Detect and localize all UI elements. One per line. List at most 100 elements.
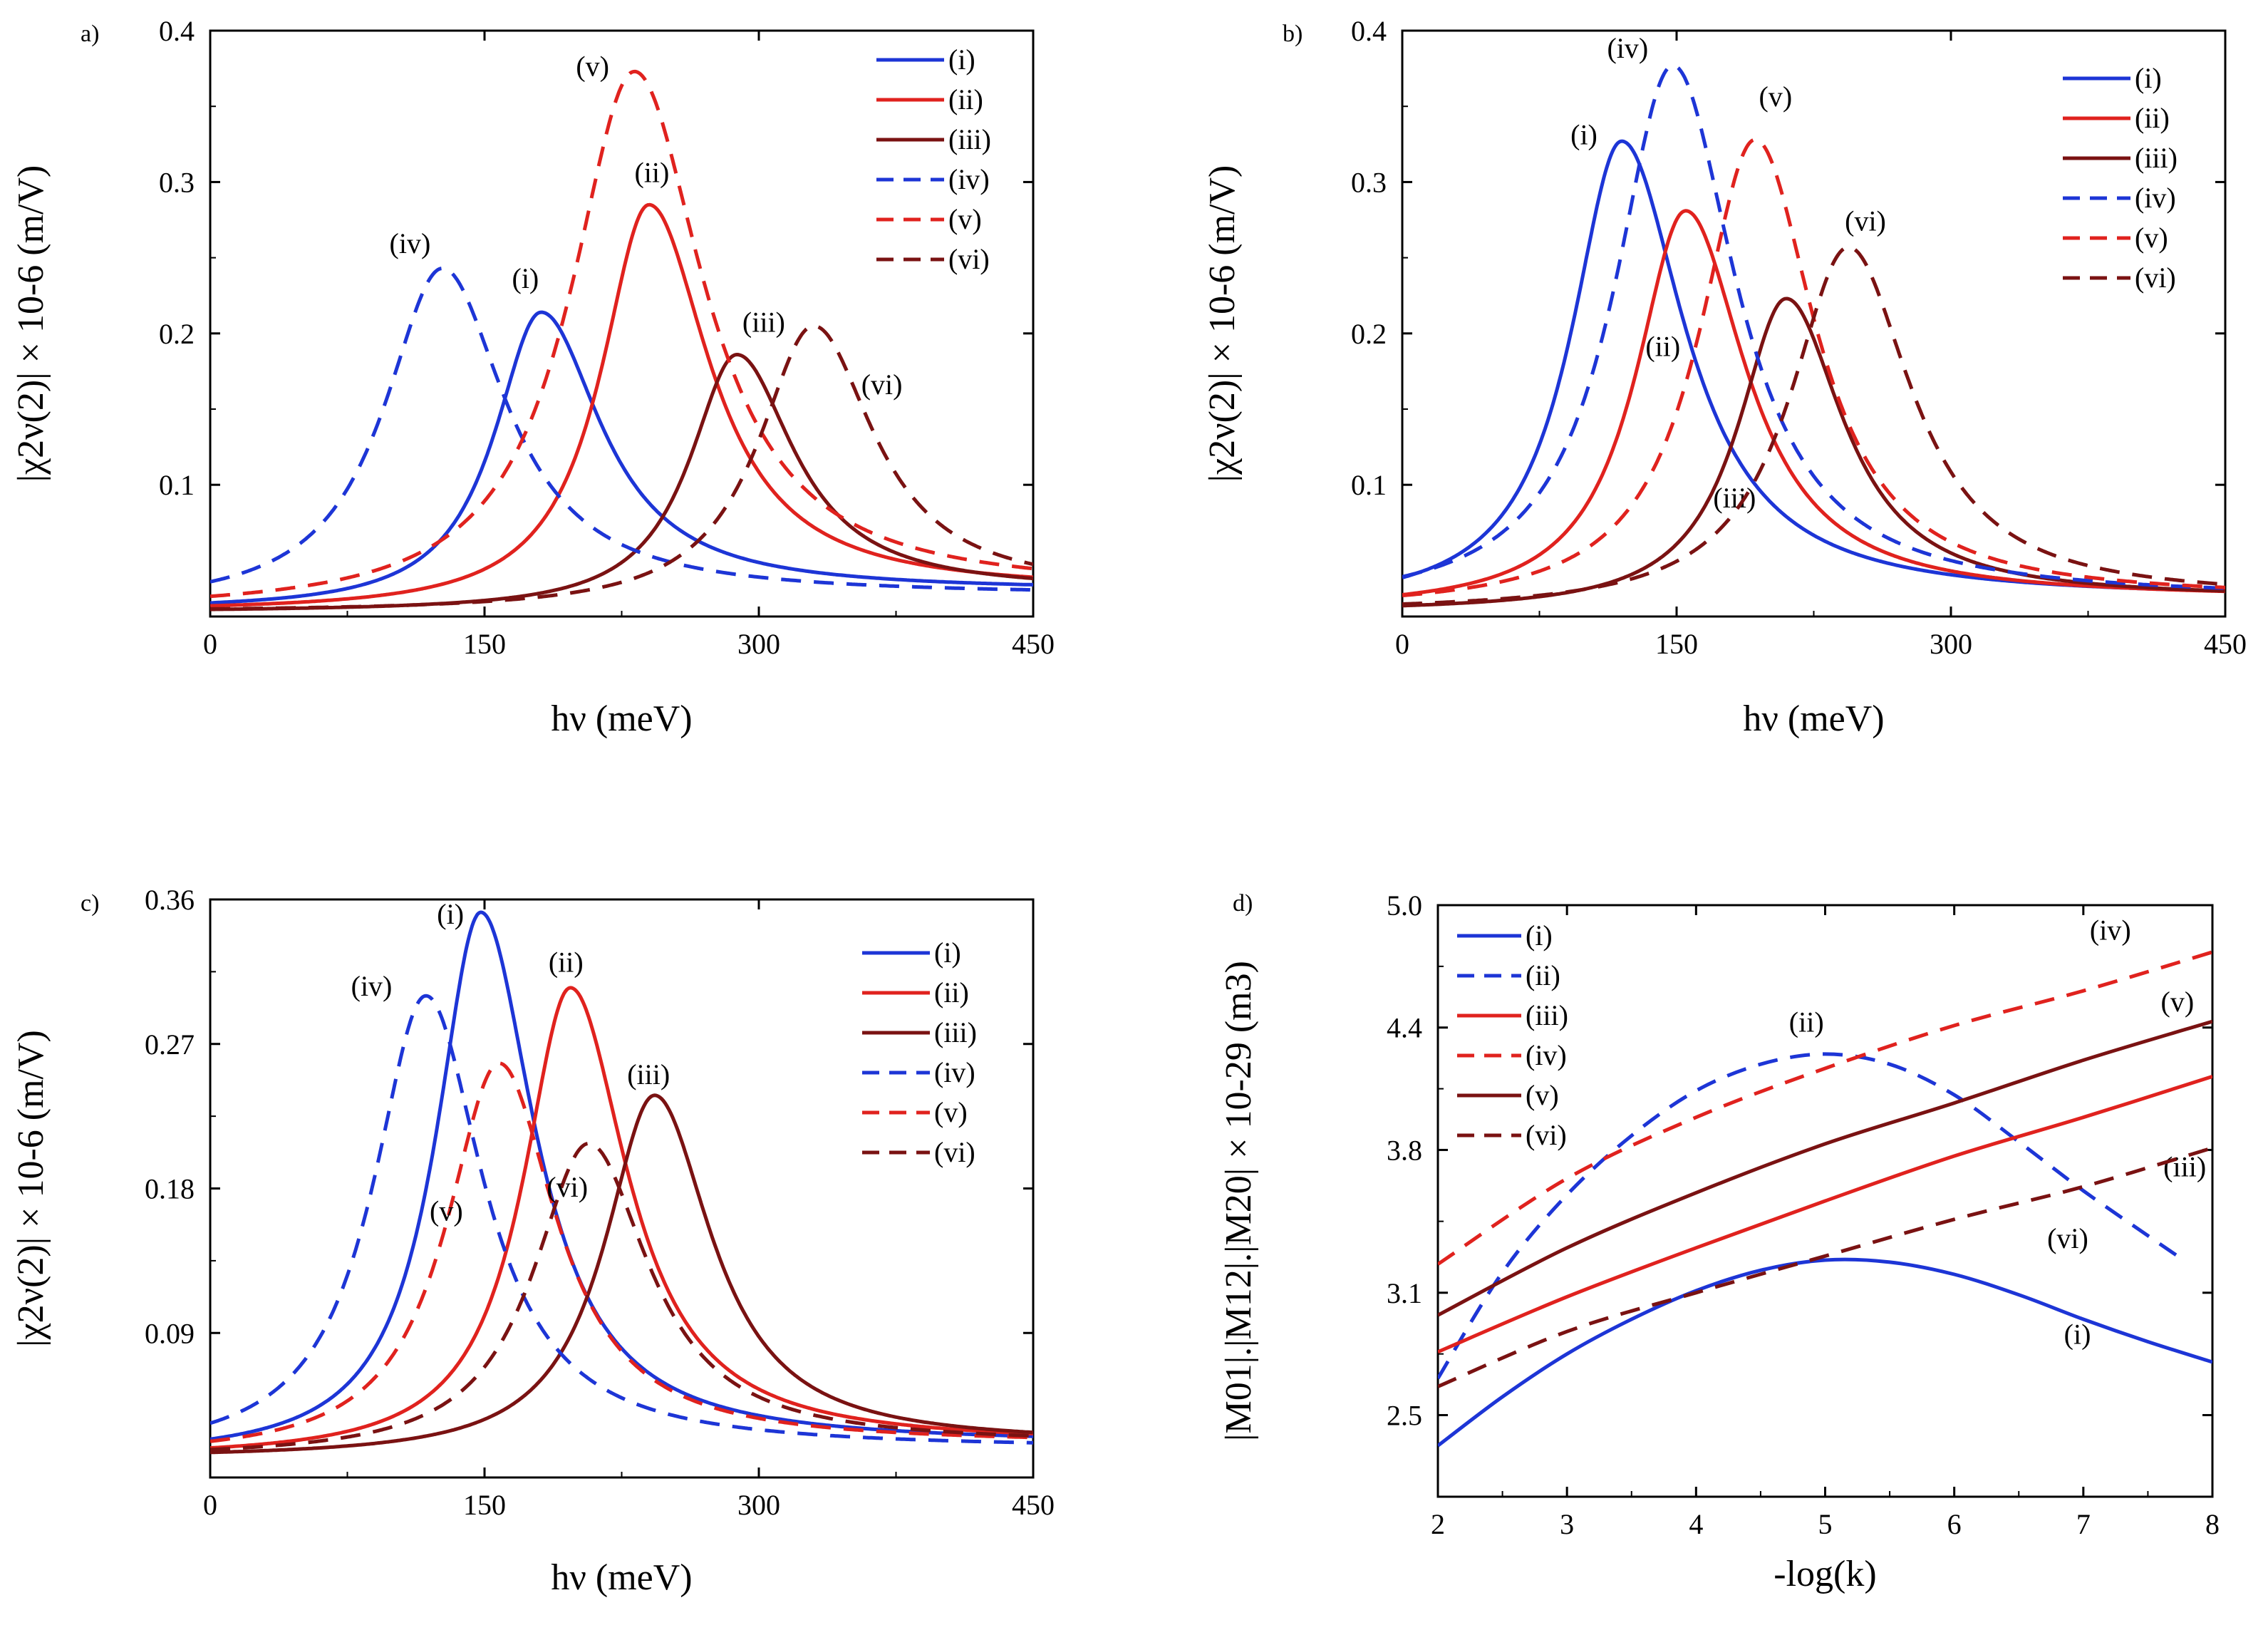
- legend-label: (iii): [2135, 142, 2178, 174]
- panel-label: b): [1283, 21, 1303, 47]
- y-tick-label: 5.0: [1387, 889, 1422, 922]
- series-line-vi: [210, 1141, 1033, 1452]
- legend-label: (ii): [2135, 102, 2170, 134]
- curve-label-vi: (vi): [861, 368, 903, 401]
- plot-frame: [209, 29, 1035, 618]
- legend-label: (vi): [1526, 1119, 1567, 1151]
- x-tick-label: 4: [1689, 1508, 1703, 1540]
- y-axis-label: |χ2ν(2)| × 10-6 (m/V): [11, 1030, 51, 1347]
- panel-label: c): [81, 890, 99, 917]
- series-line-iii: [1402, 296, 2225, 608]
- curve-label-iv: (iv): [351, 970, 393, 1002]
- series-line-iv: [210, 266, 1033, 592]
- curve-label-ii: (ii): [1789, 1006, 1824, 1038]
- curve-label-iii: (iii): [1713, 482, 1756, 514]
- series-line-v: [210, 69, 1033, 599]
- legend-label: (v): [1526, 1079, 1559, 1111]
- series-line-iii: [1438, 1075, 2212, 1354]
- legend-label: (iv): [948, 163, 990, 195]
- panel-a: a) 0 150 300 450 0.1 0.2 0.3 0.4 hν (meV) |χ2ν(2)|…: [11, 15, 1055, 739]
- y-tick-label: 0.3: [159, 166, 195, 198]
- legend-label: (ii): [1526, 959, 1560, 991]
- legend-label: (vi): [2135, 262, 2176, 294]
- legend-label: (i): [948, 43, 975, 76]
- x-axis-label: hν (meV): [551, 1557, 692, 1598]
- x-tick-label: 150: [463, 628, 506, 660]
- y-tick-label: 0.2: [159, 318, 195, 350]
- y-tick-label: 2.5: [1387, 1400, 1422, 1432]
- curve-label-v: (v): [430, 1195, 463, 1227]
- y-tick-label: 0.18: [145, 1173, 195, 1205]
- panel-c: c) 0 150 300 450 0.09 0.18 0.27 0.36 hν (meV) |χ2ν…: [11, 884, 1055, 1598]
- legend-label: (v): [2135, 222, 2168, 254]
- x-tick-label: 0: [203, 628, 217, 660]
- panel-label: d): [1233, 890, 1253, 917]
- series-line-iv: [1402, 63, 2225, 590]
- series-line-vi: [1402, 245, 2225, 606]
- x-axis-label: hν (meV): [551, 698, 692, 739]
- x-tick-label: 2: [1431, 1508, 1445, 1540]
- legend-label: (i): [934, 937, 961, 969]
- y-tick-label: 0.09: [145, 1317, 195, 1349]
- x-tick-label: 8: [2205, 1508, 2220, 1540]
- panel-label: a): [81, 21, 99, 47]
- y-tick-label: 0.4: [1351, 15, 1387, 47]
- series-line-iv: [1438, 950, 2212, 1266]
- legend-label: (iv): [2135, 182, 2176, 214]
- curve-label-v: (v): [576, 51, 609, 83]
- x-tick-label: 150: [1655, 628, 1698, 660]
- series-line-vi: [1438, 1146, 2212, 1388]
- x-axis-label: -log(k): [1774, 1554, 1876, 1594]
- legend-label: (iii): [1526, 999, 1568, 1031]
- x-tick-label: 0: [203, 1489, 217, 1521]
- legend-label: (v): [934, 1096, 968, 1128]
- legend-label: (v): [948, 203, 982, 235]
- y-tick-label: 3.1: [1387, 1277, 1422, 1309]
- x-axis-label: hν (meV): [1743, 698, 1884, 739]
- curve-label-iii: (iii): [2163, 1151, 2206, 1183]
- y-tick-label: 4.4: [1387, 1012, 1422, 1044]
- x-tick-label: 300: [737, 1489, 780, 1521]
- curve-label-vi: (vi): [547, 1171, 588, 1203]
- y-axis-label: |χ2ν(2)| × 10-6 (m/V): [11, 165, 51, 483]
- curve-label-i: (i): [2064, 1318, 2091, 1350]
- x-tick-label: 6: [1947, 1508, 1962, 1540]
- y-axis-label: |M01|.|M12|.|M20| × 10-29 (m3): [1218, 961, 1259, 1441]
- legend-label: (i): [2135, 62, 2162, 94]
- series-line-v: [210, 1061, 1033, 1443]
- y-tick-label: 3.8: [1387, 1134, 1422, 1166]
- legend-label: (iv): [1526, 1039, 1567, 1071]
- curve-label-iii: (iii): [742, 306, 785, 339]
- panel-d: d) 2 3 4 5 6 7 8 2.5 3.1 3.8 4.4 5.0 -log(k) |M01|.|M1…: [1218, 889, 2220, 1594]
- curve-label-vi: (vi): [1845, 205, 1886, 237]
- y-tick-label: 0.1: [1351, 469, 1387, 501]
- series-line-iii: [210, 1093, 1033, 1455]
- curve-label-i: (i): [1570, 118, 1598, 150]
- series-line-vi: [210, 324, 1033, 611]
- y-axis-label: |χ2ν(2)| × 10-6 (m/V): [1202, 165, 1243, 483]
- curve-label-iv: (iv): [2090, 914, 2131, 946]
- curve-label-v: (v): [2161, 986, 2195, 1018]
- x-tick-label: 0: [1395, 628, 1409, 660]
- curve-label-i: (i): [437, 898, 464, 930]
- y-tick-label: 0.1: [159, 469, 195, 501]
- legend-label: (i): [1526, 919, 1553, 951]
- y-tick-label: 0.2: [1351, 318, 1387, 350]
- x-tick-label: 300: [1930, 628, 1972, 660]
- series-line-ii: [1438, 1052, 2188, 1380]
- series-line-iii: [210, 352, 1033, 612]
- legend-label: (iii): [934, 1016, 977, 1048]
- curve-label-iv: (iv): [1607, 32, 1648, 64]
- x-tick-label: 3: [1560, 1508, 1574, 1540]
- series-line-i: [1438, 1257, 2212, 1448]
- x-tick-label: 5: [1818, 1508, 1833, 1540]
- y-tick-label: 0.27: [145, 1028, 195, 1061]
- legend-label: (ii): [948, 83, 983, 115]
- curve-label-v: (v): [1759, 81, 1793, 113]
- series-line-ii: [210, 986, 1033, 1450]
- series-line-ii: [1402, 209, 2225, 597]
- x-tick-label: 450: [1012, 628, 1055, 660]
- series-line-v: [1402, 138, 2225, 598]
- legend-label: (iv): [934, 1056, 975, 1088]
